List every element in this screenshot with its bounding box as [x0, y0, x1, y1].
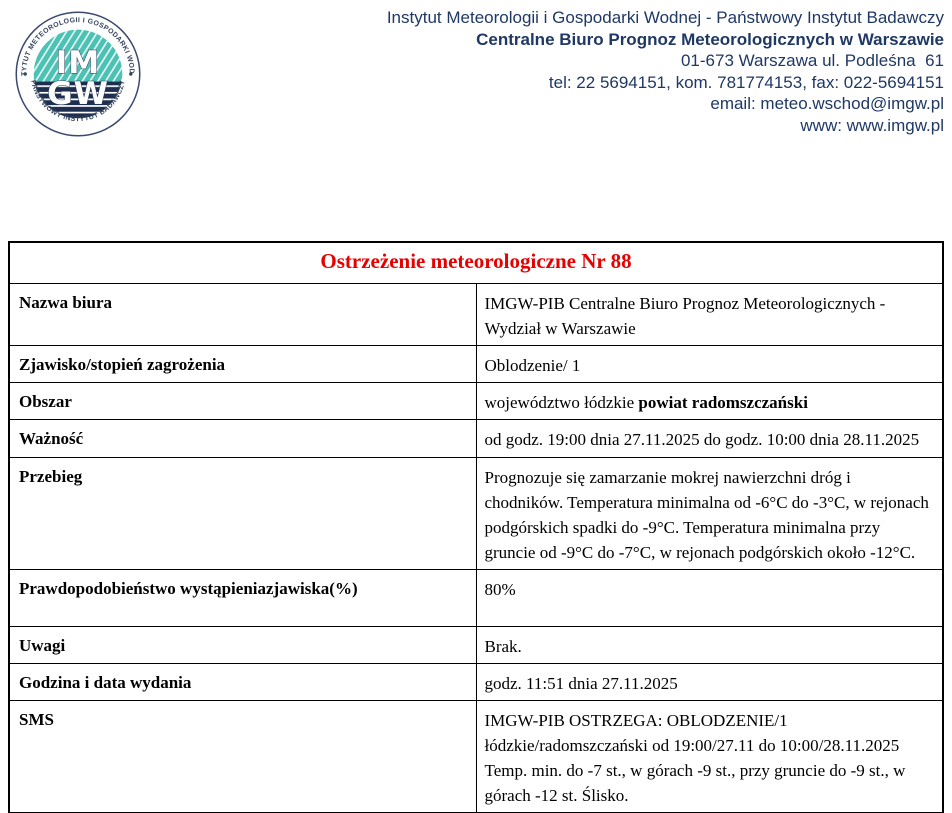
row-label-zjawisko: Zjawisko/stopień zagrożenia [8, 344, 477, 383]
row-value-obszar: województwo łódzkie powiat radomszczańsk… [475, 381, 944, 420]
row-value-przebieg: Prognozuje się zamarzanie mokrej nawierz… [475, 456, 944, 570]
letterhead-text: Instytut Meteorologii i Gospodarki Wodne… [160, 7, 944, 136]
logo-right-dot [129, 72, 133, 76]
address-line: 01-673 Warszawa ul. Podleśna 61 [680, 51, 944, 70]
row-value-prawdopodobienstwo: 80% [475, 568, 944, 627]
row-label-godzina-wydania: Godzina i data wydania [8, 662, 477, 701]
table-row-godzina-wydania: Godzina i data wydania godz. 11:51 dnia … [8, 662, 944, 701]
row-value-zjawisko: Oblodzenie/ 1 [475, 344, 944, 383]
bureau-name: Centralne Biuro Prognoz Meteorologicznyc… [476, 29, 944, 49]
logo-left-dot [23, 72, 27, 76]
phone-fax-line: tel: 22 5694151, kom. 781774153, fax: 02… [548, 72, 944, 92]
warning-title: Ostrzeżenie meteorologiczne Nr 88 [8, 241, 944, 284]
table-row-obszar: Obszar województwo łódzkie powiat radoms… [8, 381, 944, 420]
row-label-sms: SMS [8, 699, 477, 813]
logo-monogram-im: IM [56, 45, 100, 81]
table-row-waznosc: Ważność od godz. 19:00 dnia 27.11.2025 d… [8, 418, 944, 458]
table-row-title: Ostrzeżenie meteorologiczne Nr 88 [8, 241, 944, 284]
row-value-godzina-wydania: godz. 11:51 dnia 27.11.2025 [475, 662, 944, 701]
row-label-przebieg: Przebieg [8, 456, 477, 570]
institute-name: Instytut Meteorologii i Gospodarki Wodne… [386, 8, 944, 27]
row-label-nazwa-biura: Nazwa biura [8, 282, 477, 346]
row-label-uwagi: Uwagi [8, 625, 477, 664]
table-row-sms: SMS IMGW-PIB OSTRZEGA: OBLODZENIE/1 łódz… [8, 699, 944, 813]
row-value-sms: IMGW-PIB OSTRZEGA: OBLODZENIE/1 łódzkie/… [475, 699, 944, 813]
obszar-powiat: powiat radomszczański [638, 392, 808, 412]
website-line: www: www.imgw.pl [800, 115, 944, 135]
table-row-zjawisko: Zjawisko/stopień zagrożenia Oblodzenie/ … [8, 344, 944, 383]
row-value-uwagi: Brak. [475, 625, 944, 664]
row-label-obszar: Obszar [8, 381, 477, 420]
imgw-logo: INSTYTUT METEOROLOGII I GOSPODARKI WODNE… [9, 3, 144, 142]
obszar-wojewodztwo: województwo łódzkie [484, 392, 639, 412]
table-row-nazwa-biura: Nazwa biura IMGW-PIB Centralne Biuro Pro… [8, 282, 944, 346]
warning-table: Ostrzeżenie meteorologiczne Nr 88 Nazwa … [8, 241, 944, 813]
table-row-uwagi: Uwagi Brak. [8, 625, 944, 664]
email-line: email: meteo.wschod@imgw.pl [710, 94, 944, 113]
imgw-logo-image: INSTYTUT METEOROLOGII I GOSPODARKI WODNE… [9, 3, 141, 137]
row-label-prawdopodobienstwo: Prawdopodobieństwo wystąpieniazjawiska(%… [8, 568, 477, 627]
table-row-przebieg: Przebieg Prognozuje się zamarzanie mokre… [8, 456, 944, 570]
row-label-waznosc: Ważność [8, 418, 477, 458]
table-row-prawdopodobienstwo: Prawdopodobieństwo wystąpieniazjawiska(%… [8, 568, 944, 627]
row-value-nazwa-biura: IMGW-PIB Centralne Biuro Prognoz Meteoro… [475, 282, 944, 346]
row-value-waznosc: od godz. 19:00 dnia 27.11.2025 do godz. … [475, 418, 944, 458]
logo-monogram-gw: GW [47, 76, 109, 112]
